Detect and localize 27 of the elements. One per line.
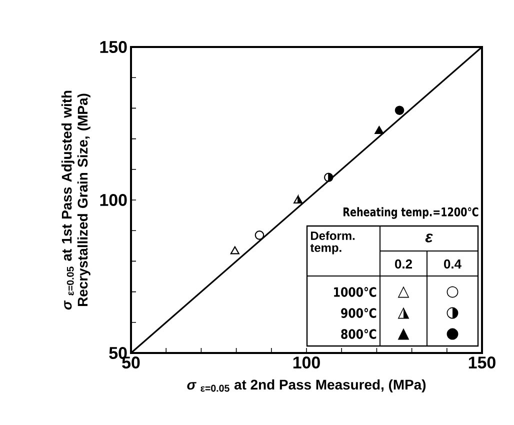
annotation: ▲ xyxy=(398,328,410,340)
x-tick-label: 50 xyxy=(122,356,140,369)
point xyxy=(374,126,384,134)
annotation: ● xyxy=(446,328,458,340)
y-tick-label: 150 xyxy=(100,41,127,53)
point xyxy=(230,246,240,254)
annotation: ◮ xyxy=(398,307,410,319)
annotation: 0.2 xyxy=(395,259,412,269)
annotation: 900℃ xyxy=(341,308,376,318)
point xyxy=(394,106,404,115)
y-axis-title: σ $_{ε=0.05}$ at 1st Pass Adjusted with Recrystallized Grain Size, (MPa) xyxy=(61,90,90,310)
annotation: △ xyxy=(398,286,410,298)
x-axis-title: σ $_{ε=0.05}$ at 2nd Pass Measured, (MPa) xyxy=(187,379,426,392)
y-tick-label: 100 xyxy=(100,194,127,206)
x-tick-label: 100 xyxy=(293,356,320,369)
annotation: 800℃ xyxy=(341,329,376,339)
annotation: Reheating temp.=1200℃ xyxy=(344,207,478,219)
legend-title: ε xyxy=(425,234,433,242)
point xyxy=(294,195,303,204)
x-tick-label: 150 xyxy=(468,356,496,369)
annotation: 1000℃ xyxy=(334,287,376,297)
annotation: Deform. temp. xyxy=(310,231,355,254)
annotation: ○ xyxy=(446,286,458,298)
y-tick-label: 50 xyxy=(109,347,127,359)
annotation: ◑ xyxy=(446,307,458,319)
annotation: 0.4 xyxy=(444,259,462,269)
point xyxy=(254,230,264,240)
